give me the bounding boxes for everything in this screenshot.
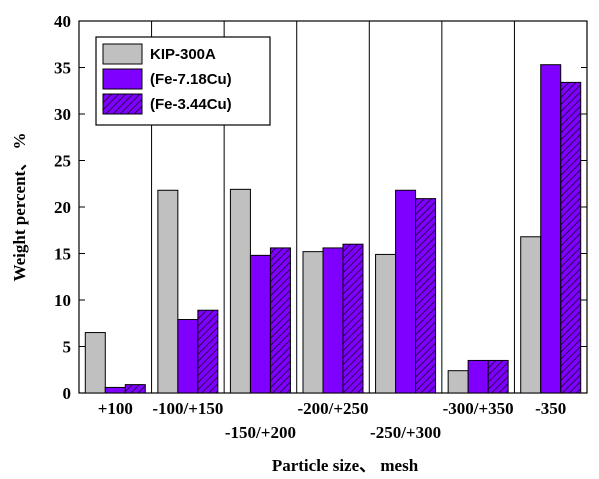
y-tick-label: 35	[54, 59, 71, 78]
x-tick-label: -300/+350	[443, 399, 514, 418]
bar-fe-3-44cu-7	[560, 81, 582, 394]
x-tick-label: -250/+300	[370, 423, 441, 442]
y-tick-label: 5	[63, 338, 72, 357]
legend: KIP-300A (Fe-7.18Cu) (Fe-3.44Cu)	[95, 36, 271, 126]
y-tick-label: 30	[54, 105, 71, 124]
bar-kip-300a-5	[375, 253, 397, 394]
y-tick-label: 20	[54, 198, 71, 217]
bar-fe-3-44cu-3	[269, 247, 291, 394]
x-tick-label: -150/+200	[225, 423, 296, 442]
x-tick-label: +100	[98, 399, 133, 418]
bar-fe-7-18cu-3	[249, 254, 271, 394]
bar-kip-300a-7	[520, 236, 542, 394]
legend-swatch	[102, 93, 143, 115]
x-axis-tick-labels: +100 -100/+150-150/+200-200/+250-250/+300…	[98, 399, 567, 442]
bar-kip-300a-3	[229, 188, 251, 394]
bar-fe-7-18cu-7	[540, 64, 562, 394]
bar-fe-7-18cu-2	[177, 319, 199, 394]
y-tick-label: 10	[54, 291, 71, 310]
bars-group	[84, 64, 582, 394]
legend-swatch	[102, 43, 143, 65]
bar-fe-3-44cu-4	[342, 243, 364, 394]
bar-kip-300a-2	[157, 189, 179, 394]
x-tick-label: -350	[535, 399, 566, 418]
legend-label: (Fe-7.18Cu)	[150, 71, 232, 88]
bar-kip-300a-6	[447, 370, 469, 394]
y-axis-ticks: 0 5 10 15 20 25 30 35 40	[54, 12, 587, 403]
bar-fe-7-18cu-1	[104, 386, 126, 394]
y-tick-label: 40	[54, 12, 71, 31]
bar-fe-3-44cu-2	[197, 309, 219, 394]
y-tick-label: 15	[54, 245, 71, 264]
bar-fe-7-18cu-4	[322, 247, 344, 394]
x-tick-label: -100/+150	[152, 399, 223, 418]
bar-fe-7-18cu-6	[467, 359, 489, 394]
x-axis-title: Particle size、 mesh	[272, 456, 419, 475]
y-tick-label: 25	[54, 152, 71, 171]
bar-kip-300a-4	[302, 251, 324, 394]
bar-fe-3-44cu-5	[415, 198, 437, 394]
y-tick-label: 0	[63, 384, 72, 403]
bar-fe-3-44cu-1	[124, 384, 146, 394]
bar-fe-7-18cu-5	[395, 189, 417, 394]
legend-swatch	[102, 68, 143, 90]
bar-kip-300a-1	[84, 332, 106, 394]
bar-fe-3-44cu-6	[487, 359, 509, 394]
legend-label: (Fe-3.44Cu)	[150, 96, 232, 113]
y-axis-title: Weight percent、 %	[10, 133, 29, 282]
x-tick-label: -200/+250	[297, 399, 368, 418]
legend-label: KIP-300A	[150, 46, 216, 63]
